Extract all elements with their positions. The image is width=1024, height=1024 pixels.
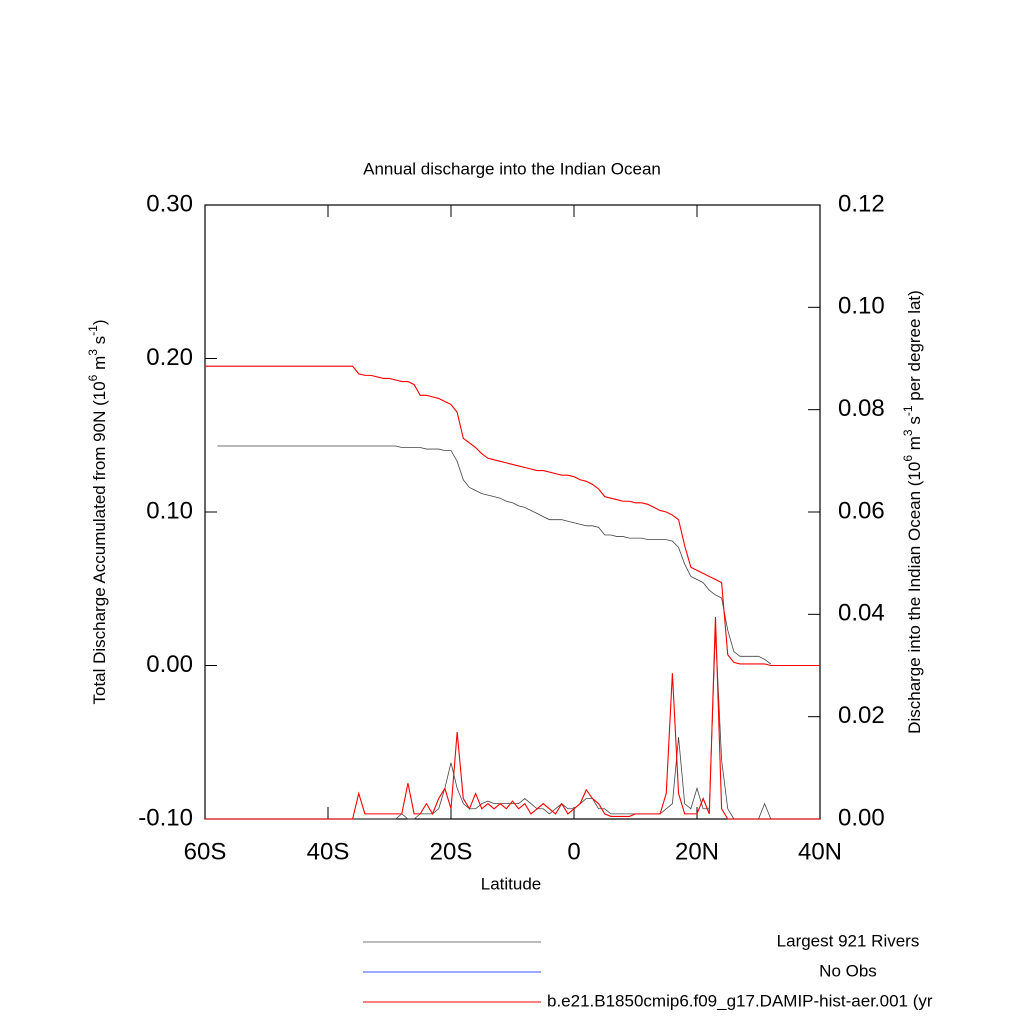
- y-tick-label: 0.10: [146, 497, 193, 524]
- label-part: m: [90, 356, 109, 375]
- label-part: s: [905, 416, 924, 429]
- y2-tick-label: 0.06: [838, 497, 885, 524]
- label-part: ): [90, 320, 109, 326]
- label-part: per degree lat): [905, 290, 924, 405]
- y2-tick-label: 0.12: [838, 190, 885, 217]
- y2-tick-label: 0.10: [838, 293, 885, 320]
- superscript: 6: [86, 374, 100, 381]
- y2-axis-label: Discharge into the Indian Ocean (106 m3 …: [901, 290, 924, 734]
- legend-label: b.e21.B1850cmip6.f09_g17.DAMIP-hist-aer.…: [547, 991, 933, 1010]
- superscript: 3: [86, 349, 100, 356]
- y-tick-label: 0.20: [146, 344, 193, 371]
- x-tick-label: 20S: [430, 838, 473, 865]
- y2-tick-label: 0.00: [838, 804, 885, 831]
- legend-label: No Obs: [819, 961, 877, 980]
- y2-tick-label: 0.02: [838, 702, 885, 729]
- x-tick-label: 40S: [307, 838, 350, 865]
- legend-label: Largest 921 Rivers: [777, 931, 920, 950]
- y-tick-label: 0.30: [146, 190, 193, 217]
- label-part: Total Discharge Accumulated from 90N (10: [90, 381, 109, 704]
- data-line: [205, 616, 820, 820]
- y-tick-label: -0.10: [138, 804, 193, 831]
- superscript: 6: [901, 455, 915, 462]
- y-axis-label: Total Discharge Accumulated from 90N (10…: [86, 320, 109, 705]
- x-tick-label: 60S: [184, 838, 227, 865]
- x-tick-label: 20N: [675, 838, 719, 865]
- x-tick-label: 40N: [798, 838, 842, 865]
- x-tick-label: 0: [567, 838, 580, 865]
- label-part: Discharge into the Indian Ocean (10: [905, 462, 924, 734]
- superscript: -1: [901, 405, 915, 416]
- label-part: m: [905, 436, 924, 455]
- x-axis-label: Latitude: [481, 874, 542, 893]
- superscript: 3: [901, 429, 915, 436]
- data-line: [217, 445, 772, 665]
- label-part: s: [90, 336, 109, 349]
- data-line: [205, 365, 820, 667]
- y2-tick-label: 0.04: [838, 600, 885, 627]
- superscript: -1: [86, 325, 100, 336]
- y-tick-label: 0.00: [146, 651, 193, 678]
- y2-tick-label: 0.08: [838, 395, 885, 422]
- chart-title: Annual discharge into the Indian Ocean: [363, 159, 661, 178]
